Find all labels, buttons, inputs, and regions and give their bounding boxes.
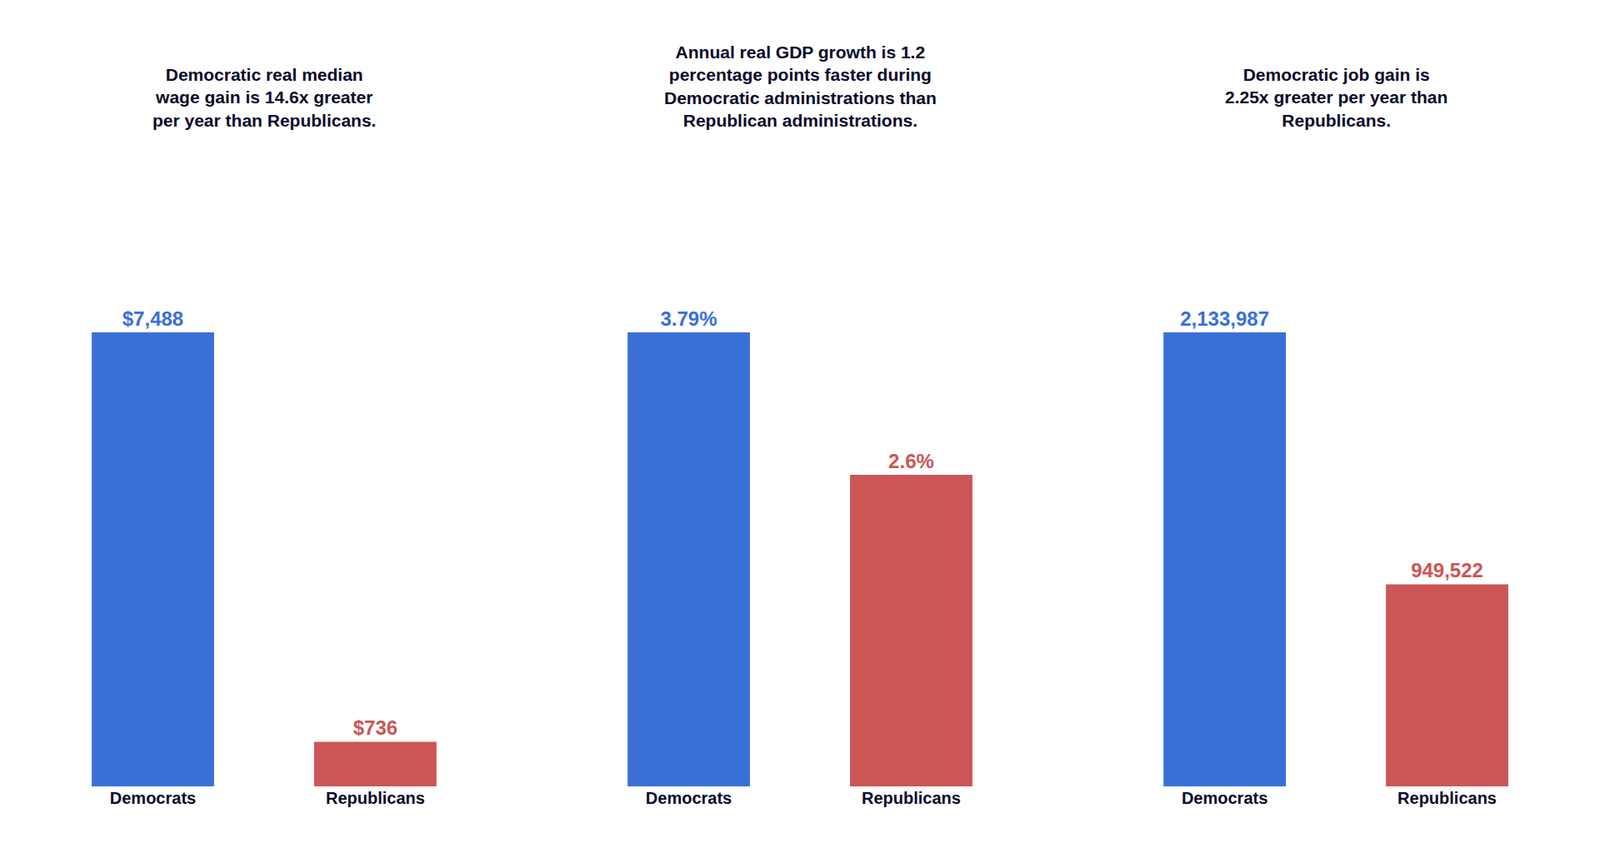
- svg-text:Annual real GDP growth is 1.2p: Annual real GDP growth is 1.2percentage …: [664, 42, 937, 130]
- svg-text:Democratic job gain is2.25x gr: Democratic job gain is2.25x greater per …: [1225, 65, 1448, 130]
- svg-text:Democratic real medianwage gai: Democratic real medianwage gain is 14.6x…: [152, 65, 376, 130]
- svg-text:$736: $736: [353, 716, 398, 740]
- svg-text:3.79%: 3.79%: [660, 307, 718, 330]
- svg-text:2.6%: 2.6%: [888, 450, 935, 473]
- svg-text:Republicans: Republicans: [325, 789, 425, 808]
- svg-text:Democrats: Democrats: [1181, 789, 1268, 808]
- svg-text:$7,488: $7,488: [122, 307, 184, 330]
- svg-text:2,133,987: 2,133,987: [1180, 307, 1270, 330]
- svg-text:Democrats: Democrats: [110, 789, 196, 808]
- svg-text:Republicans: Republicans: [1397, 789, 1497, 808]
- svg-text:949,522: 949,522: [1410, 559, 1484, 582]
- svg-text:Republicans: Republicans: [861, 789, 961, 808]
- svg-text:Democrats: Democrats: [645, 789, 732, 808]
